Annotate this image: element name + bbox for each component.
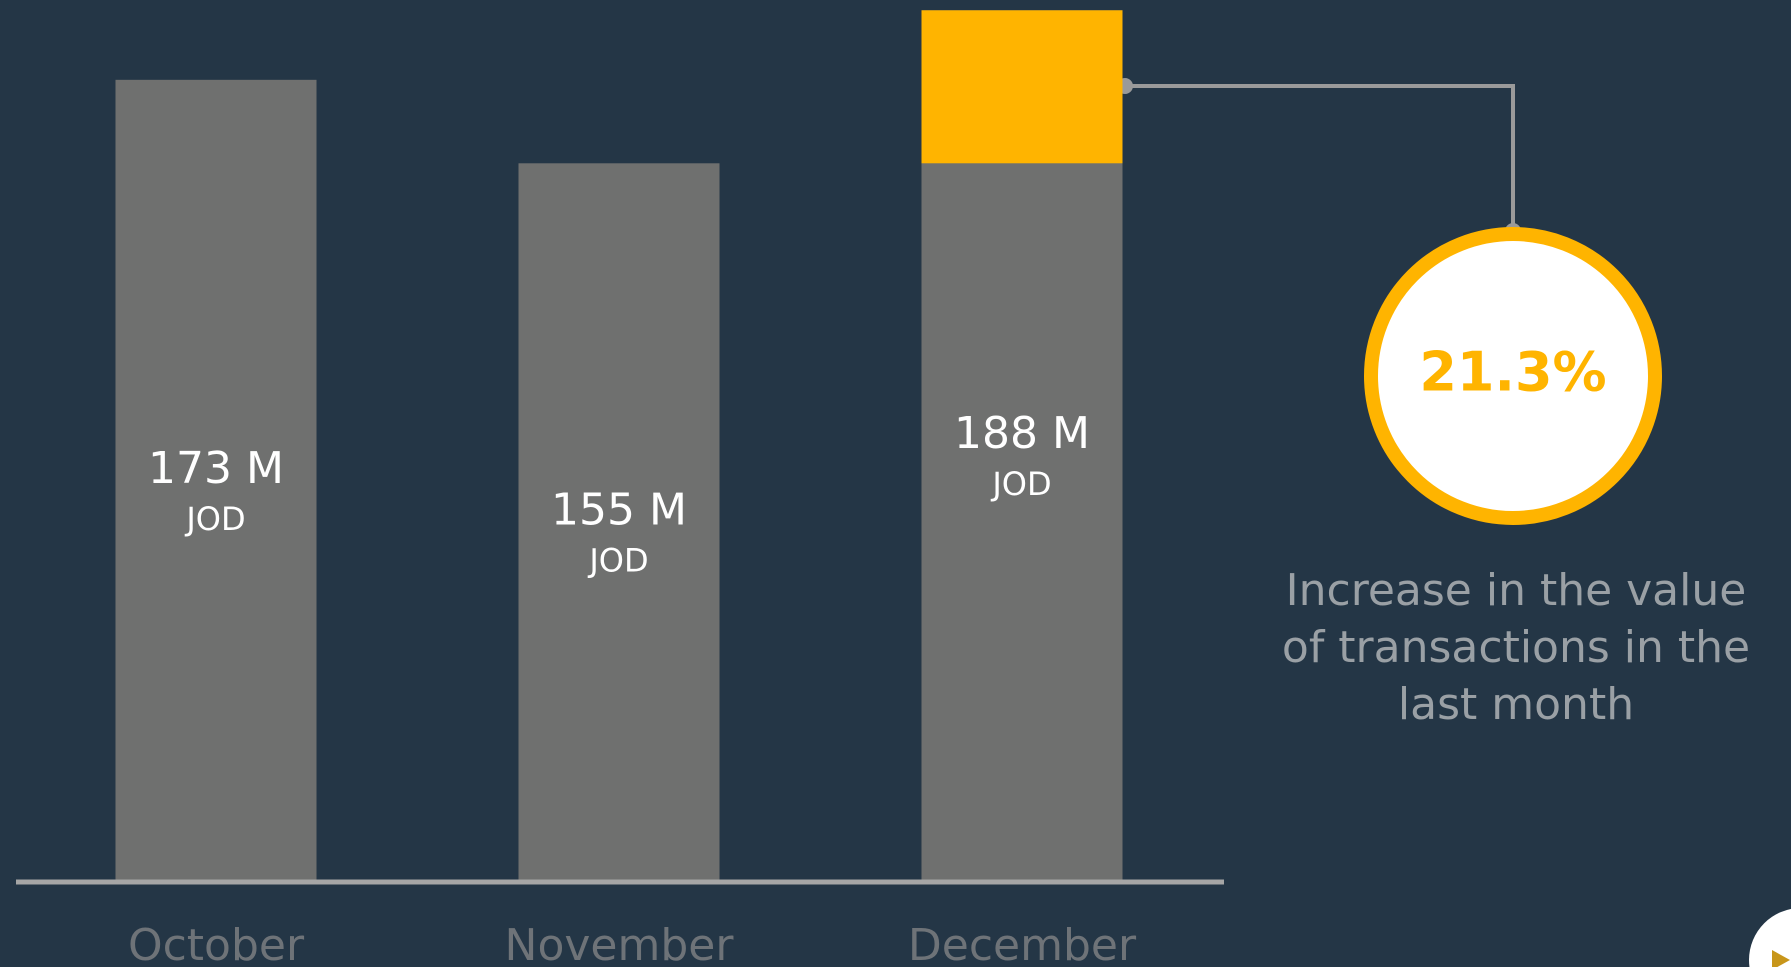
next-icon[interactable]: [1772, 950, 1790, 967]
unit-label: JOD: [587, 542, 648, 580]
value-label: 188 M: [954, 408, 1090, 459]
x-tick-label: December: [908, 920, 1137, 967]
value-label: 173 M: [148, 443, 284, 494]
annotation-circle: [1364, 227, 1662, 525]
annotation-value: 21.3%: [1419, 341, 1606, 404]
unit-label: JOD: [990, 465, 1051, 503]
next-button[interactable]: [1749, 908, 1791, 967]
bar: [518, 163, 720, 882]
unit-label: JOD: [184, 500, 245, 538]
x-tick-label: October: [128, 920, 305, 967]
connector: [1125, 84, 1515, 231]
bar: [115, 79, 317, 883]
annotation-text: Increase in the value of transactions in…: [1281, 565, 1751, 730]
x-tick-label: November: [505, 920, 735, 967]
increase-segment: [921, 10, 1123, 164]
value-label: 155 M: [551, 485, 687, 536]
